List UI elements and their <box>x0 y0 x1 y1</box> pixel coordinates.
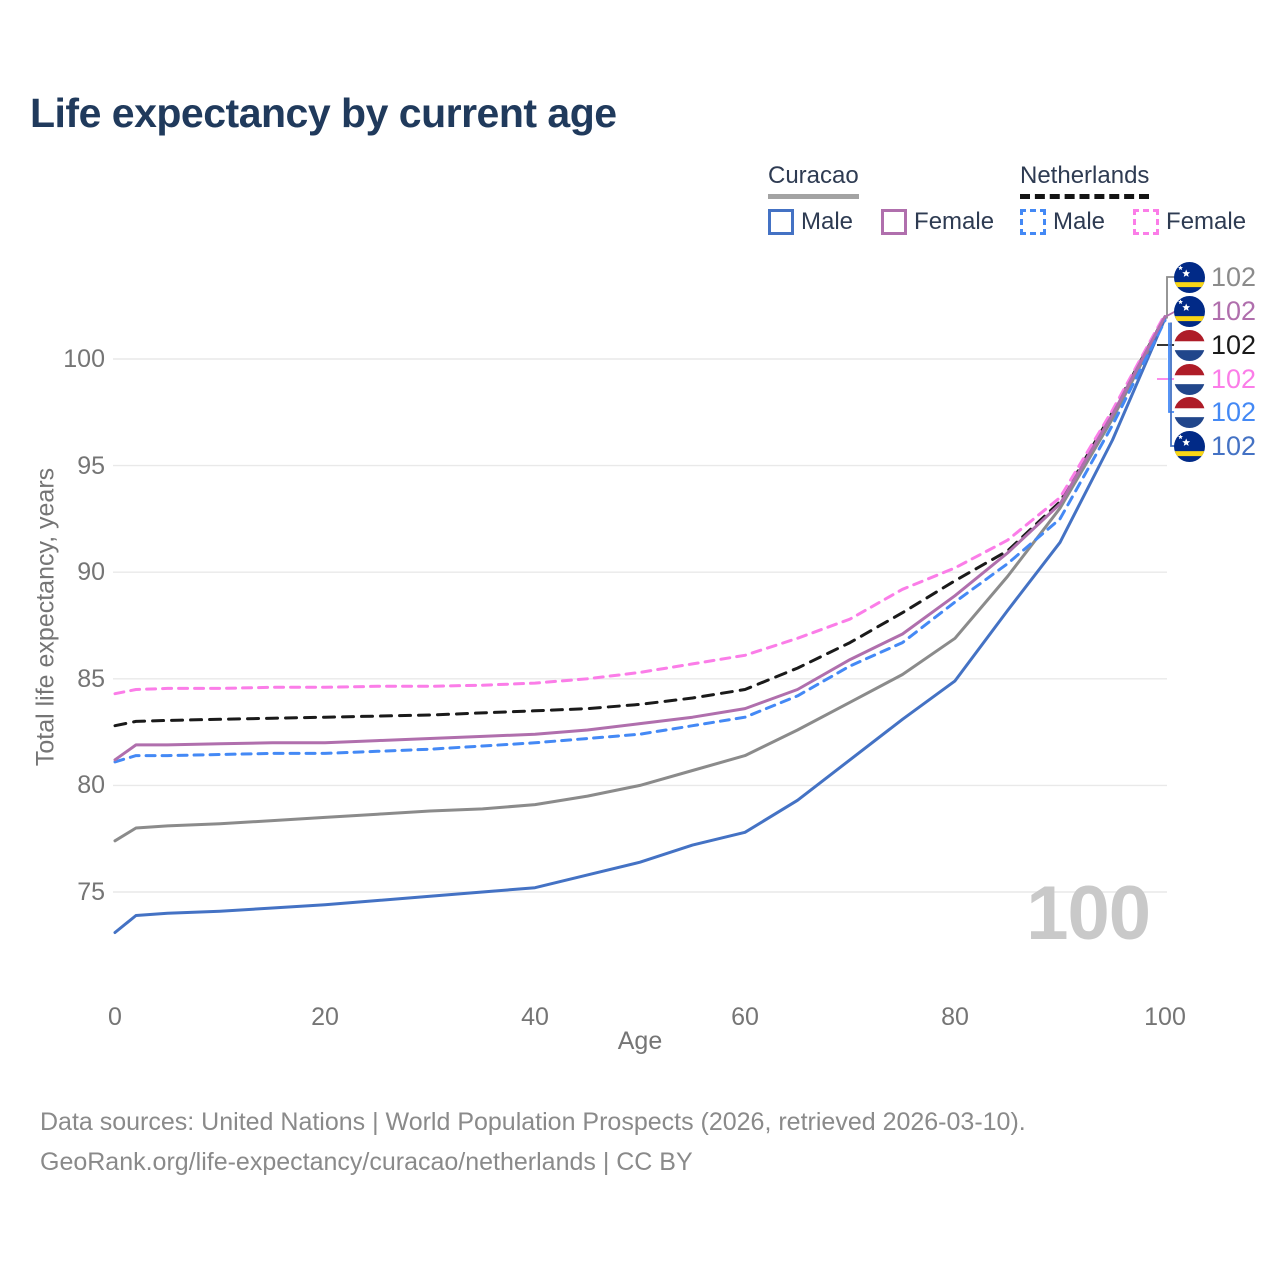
legend-item-netherlands-female-label: Female <box>1166 208 1247 235</box>
y-tick-75: 75 <box>77 878 105 906</box>
legend-item-curacao-male[interactable]: Male <box>768 208 853 236</box>
curacao-male-swatch-icon <box>768 209 794 235</box>
age-counter-watermark: 100 <box>1026 871 1151 956</box>
end-label-curacao_total: 102 <box>1174 260 1256 294</box>
curacao-female-swatch-icon <box>881 209 908 235</box>
end-label-nl_female: 102 <box>1174 362 1256 396</box>
end-label-nl_total: 102 <box>1174 328 1256 362</box>
legend-group-curacao: Curacao Male Female <box>768 162 994 236</box>
legend-item-netherlands-male[interactable]: Male <box>1020 208 1105 236</box>
series-line-curacao_female[interactable] <box>113 314 1167 762</box>
end-label-curacao_female: 102 <box>1174 294 1256 328</box>
end-label-value-curacao_male: 102 <box>1211 430 1257 461</box>
legend-item-curacao-female-label: Female <box>914 208 995 235</box>
legend-items-netherlands: Male Female <box>1020 208 1246 236</box>
x-tick-60: 60 <box>731 1003 759 1031</box>
series-line-nl_female[interactable] <box>113 312 1167 696</box>
legend-group-netherlands: Netherlands Male Female <box>1020 162 1246 236</box>
x-axis-title: Age <box>617 1027 663 1055</box>
legend-header-netherlands-label: Netherlands <box>1020 162 1150 189</box>
y-tick-80: 80 <box>77 771 105 800</box>
y-tick-90: 90 <box>77 558 105 587</box>
end-label-value-nl_total: 102 <box>1211 329 1257 360</box>
end-label-connector-nl_male <box>1168 322 1176 413</box>
series-line-nl_total[interactable] <box>113 314 1167 728</box>
y-tick-85: 85 <box>77 664 105 693</box>
legend-header-netherlands[interactable]: Netherlands <box>1020 162 1150 199</box>
series-line-curacao_total[interactable] <box>113 317 1167 843</box>
curacao-flag-icon <box>1174 430 1205 462</box>
end-label-value-curacao_female: 102 <box>1211 295 1257 326</box>
series-line-curacao_male[interactable] <box>113 317 1167 934</box>
legend-item-netherlands-female[interactable]: Female <box>1133 208 1246 236</box>
curacao-flag-icon <box>1174 261 1205 293</box>
netherlands-female-swatch-icon <box>1133 209 1160 235</box>
curacao-flag-icon <box>1174 295 1205 327</box>
end-label-curacao_male: 102 <box>1174 429 1256 463</box>
netherlands-flag-icon <box>1174 396 1205 428</box>
y-axis-title: Total life expectancy, years <box>31 467 60 767</box>
y-tick-100: 100 <box>63 345 105 373</box>
series-line-nl_male[interactable] <box>113 319 1167 764</box>
x-tick-0: 0 <box>108 1003 122 1031</box>
netherlands-flag-icon <box>1174 329 1205 361</box>
netherlands-flag-icon <box>1174 363 1205 395</box>
page-title: Life expectancy by current age <box>30 90 617 136</box>
netherlands-male-swatch-icon <box>1020 209 1046 235</box>
x-tick-100: 100 <box>1144 1003 1186 1031</box>
end-label-nl_male: 102 <box>1174 395 1256 429</box>
footer-attribution: GeoRank.org/life-expectancy/curacao/neth… <box>40 1148 693 1176</box>
end-label-value-curacao_total: 102 <box>1211 261 1257 292</box>
end-label-connector-curacao_total <box>1166 276 1176 319</box>
x-tick-20: 20 <box>311 1003 339 1031</box>
end-label-value-nl_female: 102 <box>1211 363 1257 394</box>
end-label-value-nl_male: 102 <box>1211 396 1257 427</box>
legend-item-curacao-male-label: Male <box>801 208 854 235</box>
legend-item-curacao-female[interactable]: Female <box>881 208 994 236</box>
legend-header-curacao[interactable]: Curacao <box>768 162 859 199</box>
legend-items-curacao: Male Female <box>768 208 994 236</box>
footer-sources: Data sources: United Nations | World Pop… <box>40 1108 1026 1136</box>
legend-item-netherlands-male-label: Male <box>1053 208 1106 235</box>
y-tick-95: 95 <box>77 451 105 480</box>
x-tick-80: 80 <box>941 1003 969 1031</box>
x-tick-40: 40 <box>521 1003 549 1031</box>
legend-header-curacao-label: Curacao <box>768 162 859 189</box>
